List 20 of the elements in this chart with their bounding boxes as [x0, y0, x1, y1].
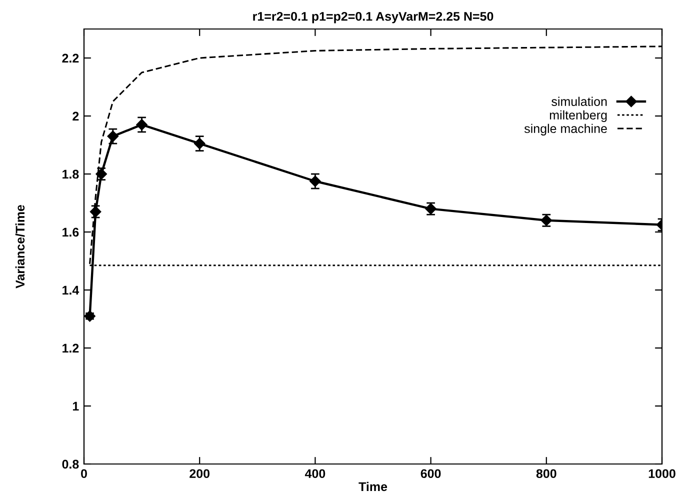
- x-tick-label: 600: [420, 469, 441, 478]
- y-tick-label: 1.2: [62, 344, 79, 353]
- y-tick-label: 1: [72, 402, 79, 411]
- legend-label: miltenberg: [550, 110, 607, 122]
- y-axis-title: Variance/Time: [15, 204, 25, 288]
- x-tick-label: 0: [81, 469, 87, 478]
- legend-label: simulation: [552, 96, 607, 106]
- y-tick-label: 1.4: [62, 286, 80, 295]
- x-tick-label: 1000: [648, 469, 676, 478]
- y-tick-label: 1.8: [62, 170, 79, 179]
- y-tick-label: 1.6: [62, 228, 79, 237]
- y-tick-label: 2.2: [62, 54, 79, 63]
- x-tick-label: 800: [536, 469, 556, 478]
- legend-label: single machine: [524, 124, 607, 136]
- chart-title: r1=r2=0.1 p1=p2=0.1 AsyVarM=2.25 N=50: [253, 12, 494, 24]
- y-tick-label: 0.8: [62, 460, 79, 469]
- x-tick-label: 200: [190, 469, 210, 478]
- y-tick-label: 2: [72, 112, 79, 121]
- x-axis-title: Time: [358, 482, 388, 492]
- x-tick-label: 400: [304, 469, 326, 478]
